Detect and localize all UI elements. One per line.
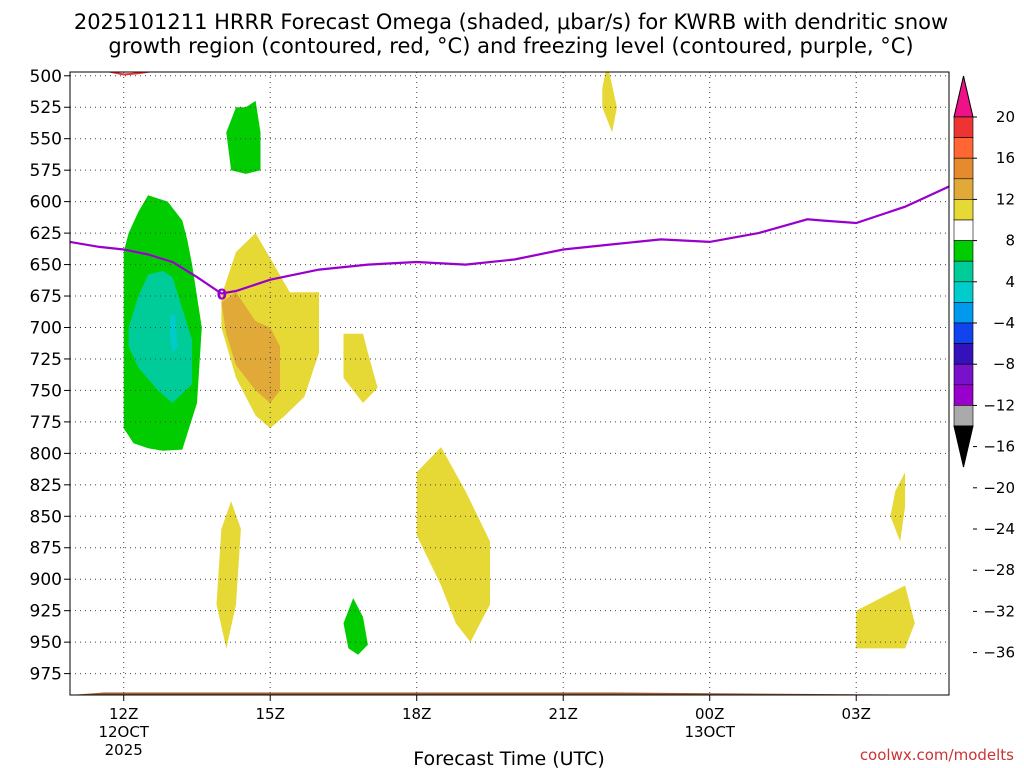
freezing-level-label: 0 — [217, 286, 227, 304]
x-tick-label: 15Z — [256, 705, 285, 723]
freezing-level-line — [70, 185, 949, 295]
omega-region-12 — [890, 472, 906, 542]
omega-region-8 — [343, 333, 378, 403]
ground-band — [70, 692, 949, 695]
chart-title-line1: 2025101211 HRRR Forecast Omega (shaded, … — [74, 10, 948, 34]
colorbar-top-arrow — [953, 75, 974, 118]
colorbar-segment — [953, 322, 974, 344]
colorbar-segment — [953, 281, 974, 303]
colorbar-segment — [953, 116, 974, 138]
x-axis-label: Forecast Time (UTC) — [413, 748, 604, 768]
x-tick-label: 00Z — [695, 705, 724, 723]
omega-region-11 — [602, 72, 617, 133]
omega-region-4 — [226, 100, 261, 174]
colorbar-label: −20 — [983, 479, 1015, 497]
omega-region-5 — [343, 598, 368, 655]
x-tick-label: 12Z — [109, 705, 138, 723]
colorbar-label: −12 — [983, 396, 1015, 414]
plot-area — [70, 72, 949, 695]
colorbar-segment — [953, 178, 974, 200]
x-tick-date: 13OCT — [684, 723, 735, 741]
colorbar-label: 12 — [996, 190, 1015, 208]
colorbar-label: 8 — [1005, 232, 1015, 250]
colorbar-segment — [953, 240, 974, 262]
y-tick-label: 900 — [30, 570, 62, 590]
colorbar-segment — [953, 157, 974, 180]
colorbar-segment — [953, 405, 974, 427]
colorbar-bottom-arrow — [953, 425, 974, 468]
credit-text: coolwx.com/modelts — [860, 746, 1014, 764]
colorbar-label: −4 — [993, 314, 1015, 332]
colorbar-label: 16 — [996, 149, 1015, 167]
colorbar-segment — [953, 219, 974, 241]
x-tick-date: 12OCT — [98, 723, 149, 741]
y-tick-label: 925 — [30, 602, 62, 622]
y-tick-label: 875 — [30, 539, 62, 559]
x-tick-year: 2025 — [105, 741, 143, 759]
y-tick-label: 950 — [30, 633, 62, 653]
omega-region-3 — [170, 314, 178, 353]
y-tick-label: 825 — [30, 476, 62, 496]
colorbar-segment — [953, 199, 974, 221]
omega-region-10 — [416, 447, 490, 643]
colorbar-segment — [953, 384, 974, 406]
omega-region-7 — [221, 292, 280, 403]
colorbar-label: −32 — [983, 602, 1015, 620]
colorbar: 20 16 12 8 4 −4 −8 −12 −16 −20 −24 −28 −32 −36 — [953, 75, 1015, 662]
plot-frame — [69, 71, 950, 696]
y-tick-label: 775 — [30, 413, 62, 433]
colorbar-label: 4 — [1005, 273, 1015, 291]
y-tick-label: 975 — [30, 665, 62, 685]
omega-region-13 — [856, 585, 915, 649]
x-tick-label: 21Z — [549, 705, 578, 723]
y-tick-label: 600 — [30, 193, 62, 213]
y-tick-label: 850 — [30, 507, 62, 527]
y-tick-label: 750 — [30, 381, 62, 401]
chart-title-line2: growth region (contoured, red, °C) and f… — [108, 34, 913, 58]
y-tick-label: 575 — [30, 161, 62, 181]
colorbar-segment — [953, 137, 974, 159]
grid-lines — [70, 72, 949, 695]
y-tick-label: 550 — [30, 130, 62, 150]
colorbar-label: −16 — [983, 438, 1015, 456]
y-tick-label: 800 — [30, 444, 62, 464]
colorbar-segment — [953, 260, 974, 283]
colorbar-label: 20 — [996, 108, 1015, 126]
y-tick-label: 625 — [30, 224, 62, 244]
colorbar-segment — [953, 363, 974, 386]
y-tick-label: 725 — [30, 350, 62, 370]
x-tick-label: 03Z — [842, 705, 871, 723]
y-tick-label: 650 — [30, 256, 62, 276]
x-tick-label: 18Z — [402, 705, 431, 723]
colorbar-label: −8 — [993, 355, 1015, 373]
y-tick-label: 700 — [30, 318, 62, 338]
omega-region-9 — [216, 501, 241, 649]
omega-region-2 — [128, 270, 193, 403]
y-tick-label: 500 — [30, 67, 62, 87]
y-axis: 500 525 550 575 600 625 650 675 700 725 750 775 800 8… — [30, 67, 70, 685]
colorbar-label: −36 — [983, 644, 1015, 662]
y-tick-label: 675 — [30, 287, 62, 307]
colorbar-label: −28 — [983, 561, 1015, 579]
contour-lines: 0 — [70, 72, 949, 304]
colorbar-label: −24 — [983, 520, 1015, 538]
y-tick-label: 525 — [30, 98, 62, 118]
dgz-contour — [106, 72, 154, 76]
colorbar-segment — [953, 343, 974, 365]
colorbar-segment — [953, 302, 974, 324]
